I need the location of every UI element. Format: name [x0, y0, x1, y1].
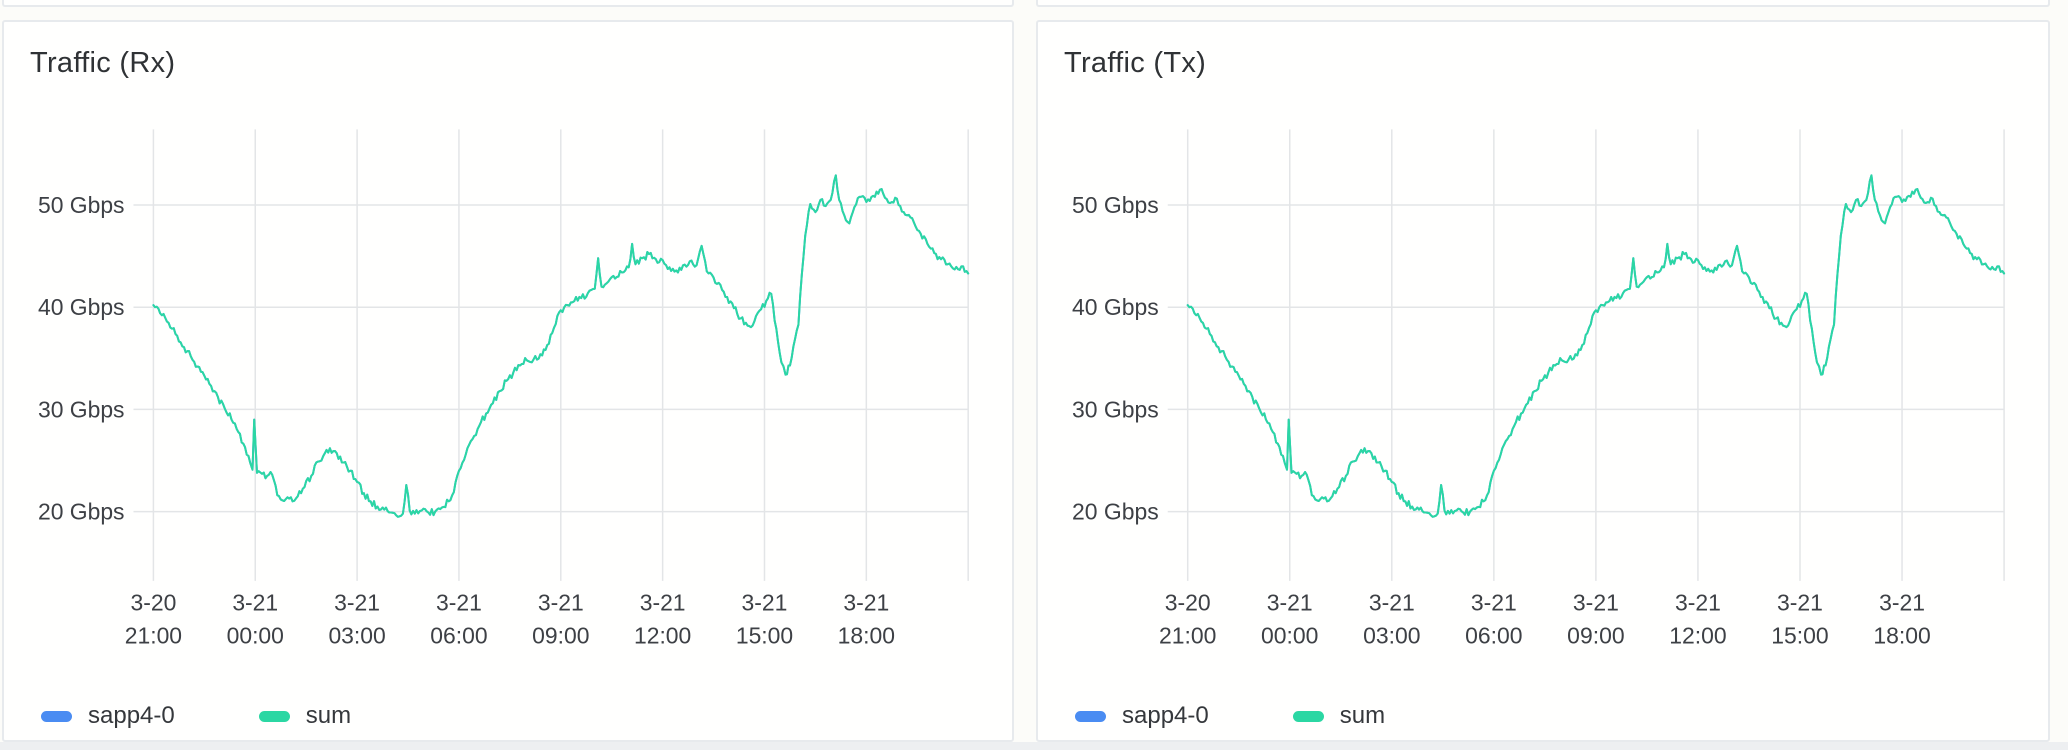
legend-item-sapp4-0[interactable]: sapp4-0: [41, 702, 175, 730]
panel-traffic-rx: 3-20 21:00 3-21 00:00 3-21 03:00 3-21 06:00 3-21…: [2, 20, 1014, 742]
svg-text:3-21: 3-21: [1573, 590, 1619, 616]
legend-swatch-sapp4-0: [41, 710, 72, 722]
svg-text:00:00: 00:00: [1261, 623, 1318, 649]
legend-label-sapp4-0: sapp4-0: [88, 702, 175, 729]
legend-label-sum: sum: [305, 702, 352, 729]
svg-text:00:00: 00:00: [227, 623, 284, 649]
svg-text:21:00: 21:00: [125, 623, 182, 649]
svg-text:18:00: 18:00: [838, 623, 895, 649]
panel-title-rx: Traffic (Rx): [30, 47, 176, 79]
svg-text:3-21: 3-21: [1777, 590, 1823, 616]
legend-swatch-sum: [258, 710, 290, 722]
svg-text:21:00: 21:00: [1159, 623, 1216, 649]
svg-text:09:00: 09:00: [1567, 623, 1624, 649]
panel-traffic-tx: 3-20 21:00 3-21 00:00 3-21 03:00 3-21 06:00 3-21…: [1036, 20, 2050, 742]
svg-text:3-21: 3-21: [334, 590, 380, 616]
svg-text:3-21: 3-21: [538, 590, 584, 616]
svg-text:3-21: 3-21: [1675, 590, 1721, 616]
svg-text:06:00: 06:00: [430, 623, 487, 649]
svg-text:3-21: 3-21: [742, 590, 788, 616]
legend-label-sum: sum: [1339, 702, 1386, 729]
svg-text:40 Gbps: 40 Gbps: [1072, 294, 1159, 320]
svg-text:3-21: 3-21: [843, 590, 889, 616]
svg-text:18:00: 18:00: [1873, 623, 1930, 649]
svg-text:3-21: 3-21: [1471, 590, 1517, 616]
legend-item-sum[interactable]: sum: [258, 702, 352, 730]
svg-text:30 Gbps: 30 Gbps: [38, 396, 125, 422]
svg-text:09:00: 09:00: [532, 623, 589, 649]
svg-text:3-21: 3-21: [436, 590, 482, 616]
svg-text:03:00: 03:00: [328, 623, 385, 649]
legend-item-sum[interactable]: sum: [1292, 702, 1386, 730]
svg-text:3-21: 3-21: [232, 590, 278, 616]
svg-text:3-20: 3-20: [130, 590, 176, 616]
svg-text:3-21: 3-21: [1267, 590, 1313, 616]
legend-label-sapp4-0: sapp4-0: [1122, 702, 1209, 729]
legend-item-sapp4-0[interactable]: sapp4-0: [1075, 702, 1209, 730]
panel-above-left-edge: [2, 0, 1014, 7]
traffic-rx-chart[interactable]: 3-20 21:00 3-21 00:00 3-21 03:00 3-21 06:00 3-21…: [4, 22, 1012, 740]
legend-tx: sapp4-0 sum: [1075, 702, 1386, 730]
svg-text:12:00: 12:00: [634, 623, 691, 649]
svg-text:50 Gbps: 50 Gbps: [1072, 192, 1159, 218]
panel-above-right-edge: [1036, 0, 2050, 7]
svg-text:3-21: 3-21: [1369, 590, 1415, 616]
panel-title-tx: Traffic (Tx): [1064, 47, 1207, 79]
legend-rx: sapp4-0 sum: [41, 702, 352, 730]
traffic-tx-chart[interactable]: 3-20 21:00 3-21 00:00 3-21 03:00 3-21 06:00 3-21…: [1038, 22, 2048, 740]
svg-text:3-20: 3-20: [1165, 590, 1211, 616]
svg-text:40 Gbps: 40 Gbps: [38, 294, 125, 320]
svg-text:06:00: 06:00: [1465, 623, 1522, 649]
page-bottom-strip: [0, 742, 2068, 750]
legend-swatch-sum: [1292, 710, 1324, 722]
svg-text:3-21: 3-21: [1879, 590, 1925, 616]
svg-text:3-21: 3-21: [640, 590, 686, 616]
svg-text:50 Gbps: 50 Gbps: [38, 192, 125, 218]
svg-text:20 Gbps: 20 Gbps: [38, 499, 125, 525]
svg-text:12:00: 12:00: [1669, 623, 1726, 649]
svg-text:20 Gbps: 20 Gbps: [1072, 499, 1159, 525]
svg-text:30 Gbps: 30 Gbps: [1072, 396, 1159, 422]
svg-text:15:00: 15:00: [736, 623, 793, 649]
svg-text:15:00: 15:00: [1771, 623, 1828, 649]
legend-swatch-sapp4-0: [1075, 710, 1106, 722]
svg-text:03:00: 03:00: [1363, 623, 1420, 649]
